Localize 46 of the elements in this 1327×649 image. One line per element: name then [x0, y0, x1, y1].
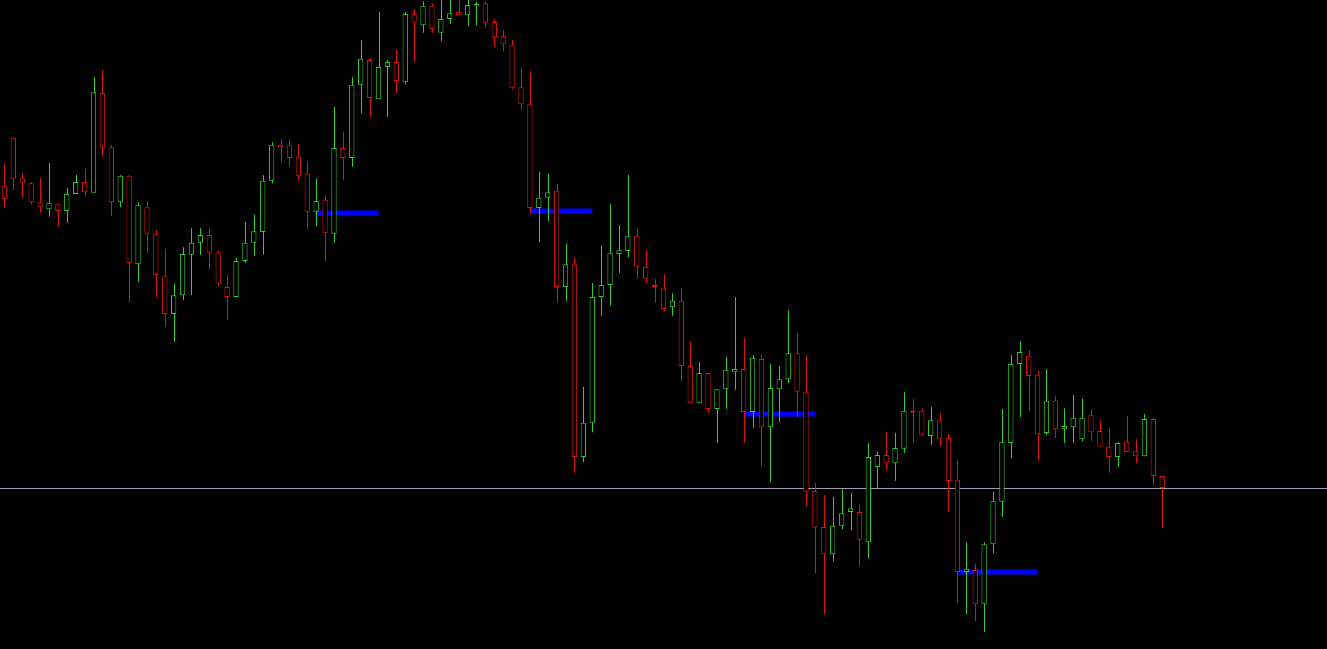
candlestick [723, 356, 729, 410]
candlestick [616, 224, 622, 274]
candlestick [188, 227, 195, 296]
candlestick [224, 274, 230, 321]
candlestick [340, 131, 346, 181]
candlestick [625, 174, 631, 258]
candlestick [1132, 438, 1139, 464]
candlestick [518, 67, 524, 111]
candlestick [197, 227, 204, 256]
candlestick [1088, 409, 1094, 442]
candlestick [892, 432, 898, 482]
candlestick [358, 39, 364, 114]
candlestick [928, 406, 934, 446]
candlestick [420, 0, 426, 34]
candlestick [242, 221, 248, 264]
candlestick [785, 309, 791, 384]
candlestick [37, 177, 43, 214]
candlestick [838, 488, 845, 530]
candlestick [64, 187, 70, 224]
candlestick [447, 0, 453, 25]
candlestick [384, 59, 391, 118]
candlestick [847, 492, 854, 531]
candlestick [660, 273, 667, 312]
candlestick [1159, 475, 1165, 529]
candlestick [429, 2, 435, 34]
candlestick [545, 173, 551, 222]
candlestick [651, 278, 658, 304]
candlestick [46, 162, 52, 218]
candlestick [482, 0, 489, 28]
candlestick [411, 8, 417, 63]
candlestick [251, 214, 257, 257]
candlestick [1115, 441, 1121, 468]
candlestick [206, 227, 212, 270]
candlestick [598, 244, 604, 317]
candlestick [883, 431, 889, 471]
candlestick [874, 451, 880, 489]
candlestick [19, 172, 25, 199]
candlestick [438, 0, 444, 42]
candlestick [1017, 340, 1023, 418]
candlestick [28, 181, 34, 206]
candlestick [643, 249, 649, 284]
candlestick [1079, 398, 1085, 442]
candlestick [714, 388, 720, 444]
candlestick [562, 243, 569, 302]
candlestick [313, 178, 319, 227]
candlestick [1097, 419, 1103, 448]
